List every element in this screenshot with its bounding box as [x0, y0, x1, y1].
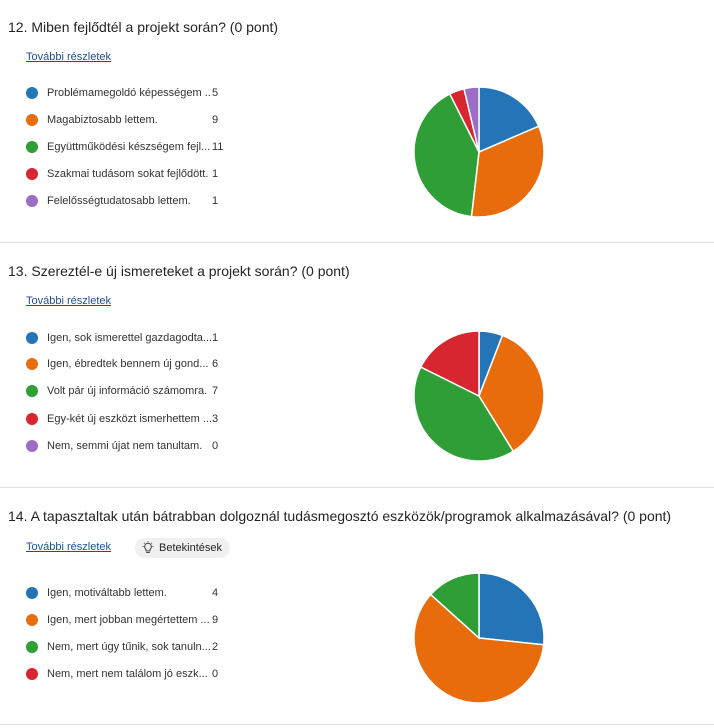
legend-item: Szakmai tudásom sokat fejlődött. 1 — [26, 167, 232, 181]
pie-chart — [413, 572, 545, 704]
pie-slice[interactable] — [478, 572, 545, 646]
legend-item: Igen, motiváltabb lettem. 4 — [26, 586, 232, 600]
pie-slice[interactable] — [463, 86, 480, 153]
pie-slice[interactable] — [478, 334, 545, 453]
lightbulb-icon — [142, 541, 154, 553]
legend-label: Szakmai tudásom sokat fejlődött. — [47, 168, 209, 180]
pie-slice[interactable] — [419, 330, 480, 398]
pie-slice[interactable] — [478, 86, 540, 154]
more-details-link[interactable]: További részletek — [26, 541, 111, 553]
pie-chart — [413, 330, 545, 462]
legend-label: Egy-két új eszközt ismerhettem ... — [47, 413, 212, 425]
legend-label: Nem, semmi újat nem tanultam. — [47, 440, 203, 452]
more-details-link[interactable]: További részletek — [26, 51, 111, 63]
legend-count: 3 — [212, 413, 219, 425]
legend-color-dot — [26, 440, 38, 452]
legend-color-dot — [26, 668, 38, 680]
legend-item: Volt pár új információ számomra. 7 — [26, 384, 232, 398]
legend-color-dot — [26, 195, 38, 207]
question-title: 13. Szereztél-e új ismereteket a projekt… — [8, 263, 350, 279]
legend-item: Felelősségtudatosabb lettem. 1 — [26, 194, 232, 208]
legend-item: Együttműködési készségem fejl... 11 — [26, 140, 232, 154]
question-title: 14. A tapasztaltak után bátrabban dolgoz… — [8, 508, 672, 524]
legend-color-dot — [26, 141, 38, 153]
legend-item: Igen, sok ismerettel gazdagodta... 1 — [26, 331, 232, 345]
legend-color-dot — [26, 332, 38, 344]
legend-label: Igen, mert jobban megértettem ... — [47, 614, 210, 626]
legend-color-dot — [26, 114, 38, 126]
legend-label: Problémamegoldó képességem ... — [47, 87, 212, 99]
legend-count: 1 — [212, 332, 219, 344]
legend-color-dot — [26, 385, 38, 397]
legend-count: 0 — [212, 668, 219, 680]
legend-label: Nem, mert úgy tűnik, sok tanuln... — [47, 641, 211, 653]
section-divider — [0, 242, 714, 243]
legend-color-dot — [26, 614, 38, 626]
legend-count: 1 — [212, 168, 219, 180]
legend-label: Igen, motiváltabb lettem. — [47, 587, 167, 599]
legend-count: 11 — [212, 141, 224, 153]
legend-color-dot — [26, 358, 38, 370]
legend-item: Nem, mert úgy tűnik, sok tanuln... 2 — [26, 640, 232, 654]
legend-label: Igen, sok ismerettel gazdagodta... — [47, 332, 212, 344]
legend-color-dot — [26, 587, 38, 599]
insights-label: Betekintések — [159, 542, 222, 554]
pie-slice[interactable] — [413, 92, 480, 218]
pie-slice[interactable] — [413, 366, 515, 462]
legend-count: 2 — [212, 641, 219, 653]
legend-count: 9 — [212, 614, 219, 626]
pie-slice[interactable] — [413, 593, 545, 704]
section-divider — [0, 724, 714, 725]
legend-item: Nem, mert nem találom jó eszk... 0 — [26, 667, 232, 681]
legend-count: 4 — [212, 587, 219, 599]
legend-label: Volt pár új információ számomra. — [47, 385, 208, 397]
legend-label: Magabiztosabb lettem. — [47, 114, 158, 126]
legend-item: Egy-két új eszközt ismerhettem ... 3 — [26, 412, 232, 426]
insights-button[interactable]: Betekintések — [135, 538, 230, 558]
more-details-link[interactable]: További részletek — [26, 295, 111, 307]
legend-item: Igen, mert jobban megértettem ... 9 — [26, 613, 232, 627]
legend-color-dot — [26, 87, 38, 99]
legend-item: Nem, semmi újat nem tanultam. 0 — [26, 439, 232, 453]
question-title: 12. Miben fejlődtél a projekt során? (0 … — [8, 19, 279, 35]
legend-label: Nem, mert nem találom jó eszk... — [47, 668, 208, 680]
legend-count: 5 — [212, 87, 219, 99]
legend-label: Igen, ébredtek bennem új gond... — [47, 358, 209, 370]
legend-color-dot — [26, 413, 38, 425]
legend-item: Magabiztosabb lettem. 9 — [26, 113, 232, 127]
legend-count: 9 — [212, 114, 219, 126]
legend-label: Együttműködési készségem fejl... — [47, 141, 211, 153]
legend-count: 0 — [212, 440, 219, 452]
section-divider — [0, 487, 714, 488]
pie-slice[interactable] — [429, 572, 480, 640]
legend-color-dot — [26, 641, 38, 653]
pie-slice[interactable] — [470, 125, 545, 218]
legend-item: Igen, ébredtek bennem új gond... 6 — [26, 357, 232, 371]
legend-item: Problémamegoldó képességem ... 5 — [26, 86, 232, 100]
pie-chart — [413, 86, 545, 218]
legend-color-dot — [26, 168, 38, 180]
legend-count: 7 — [212, 385, 219, 397]
legend-label: Felelősségtudatosabb lettem. — [47, 195, 191, 207]
legend-count: 1 — [212, 195, 219, 207]
legend-count: 6 — [212, 358, 219, 370]
